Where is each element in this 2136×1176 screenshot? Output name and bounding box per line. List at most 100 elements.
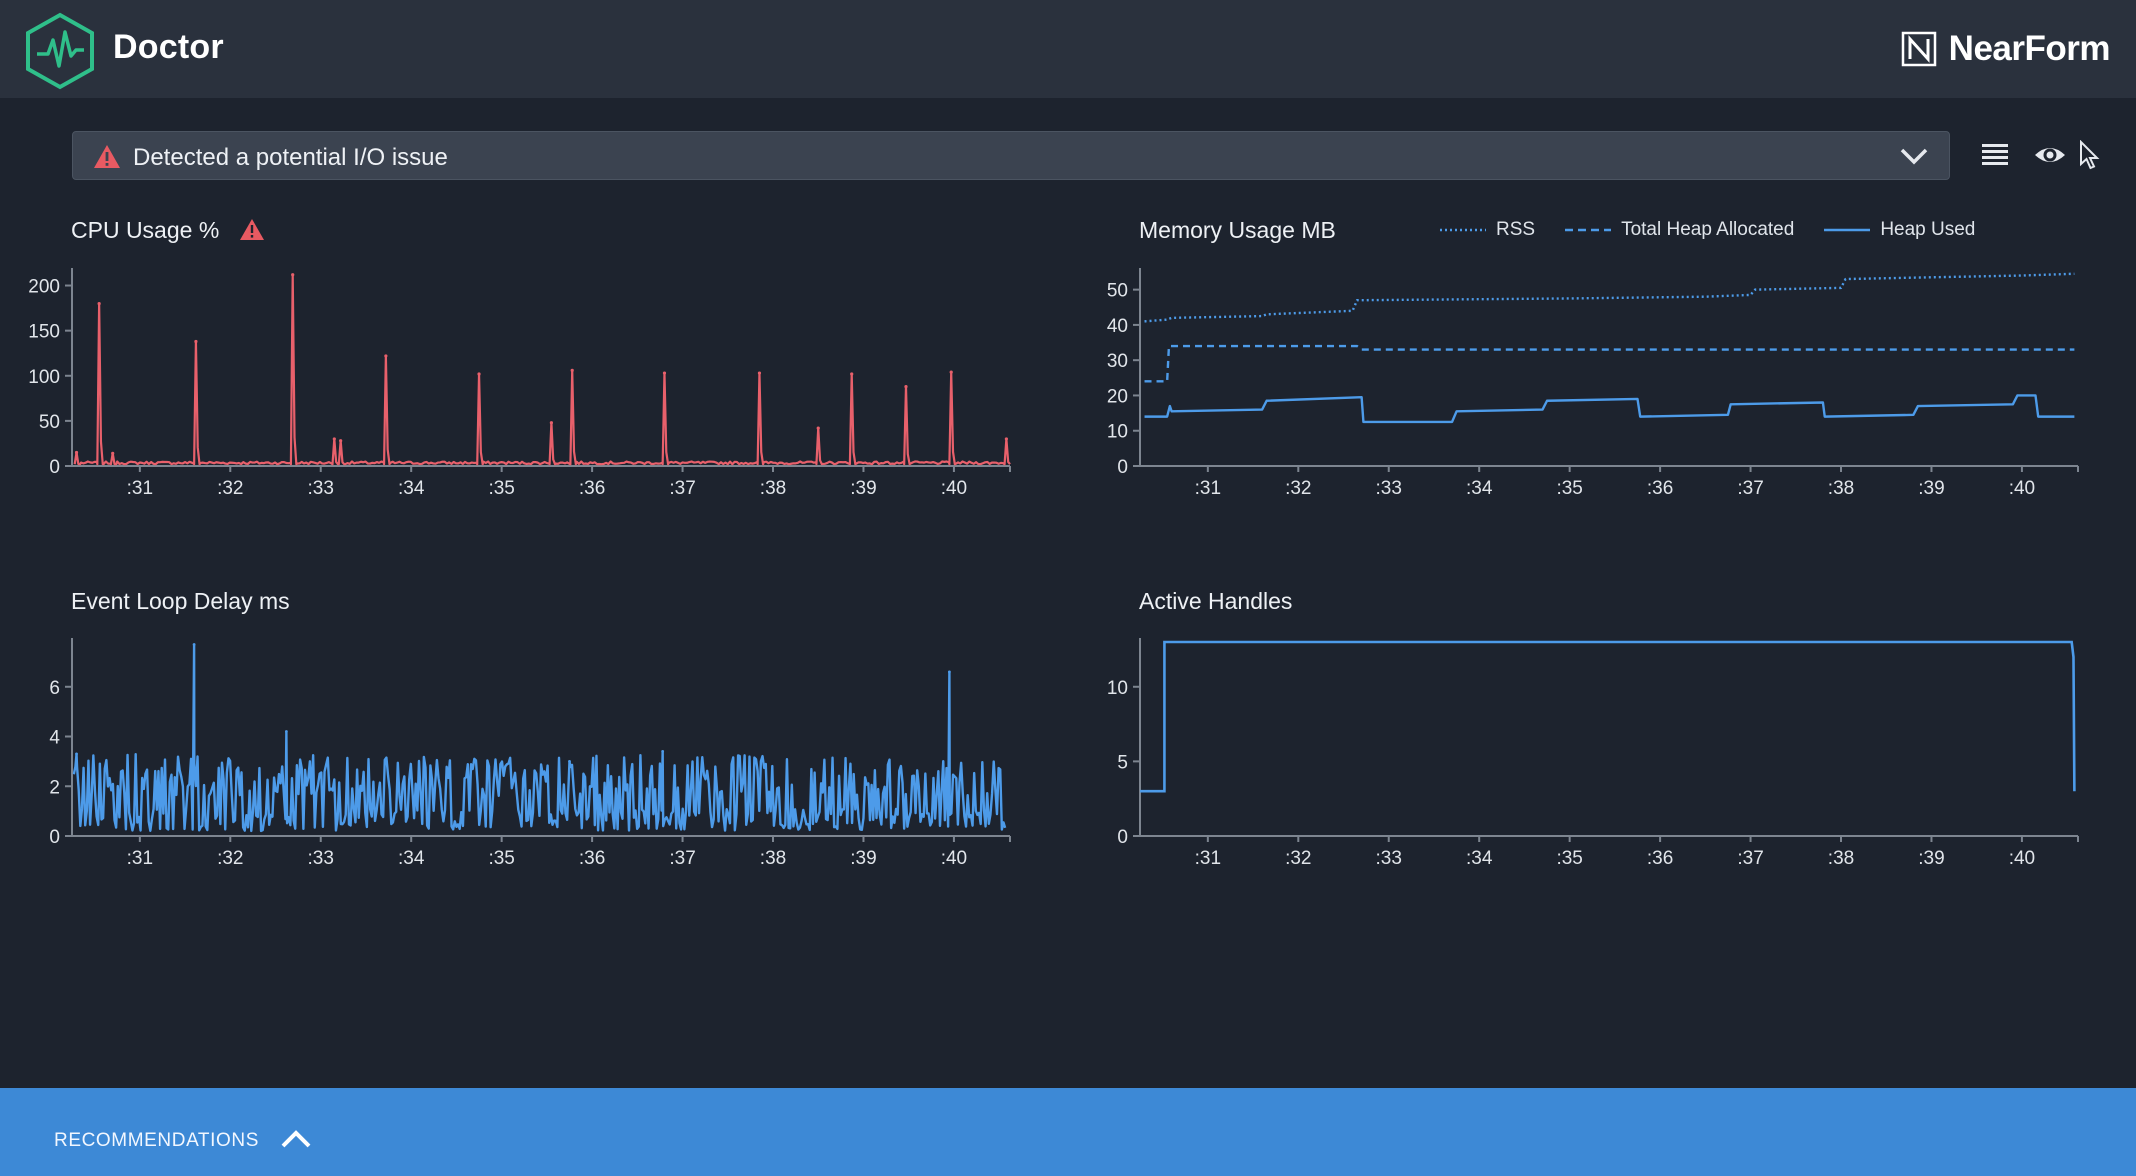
y-tick-label: 10 <box>1107 422 1128 443</box>
x-tick-label: :35 <box>1556 478 1582 499</box>
x-tick-label: :39 <box>850 478 876 499</box>
x-tick-label: :35 <box>488 848 514 869</box>
event-loop-spike-point <box>75 752 78 756</box>
x-tick-label: :32 <box>1285 478 1311 499</box>
cpu-spike-point <box>570 368 574 372</box>
app-header: Doctor NearForm <box>0 0 2136 98</box>
y-tick-label: 2 <box>49 777 60 798</box>
active-handles-series-line <box>1140 640 2076 793</box>
x-tick-label: :33 <box>1376 848 1402 869</box>
recommendations-bar[interactable] <box>0 1088 2136 1176</box>
x-tick-label: :36 <box>579 478 605 499</box>
event-loop-delay-chart: 0 2 4 6:31:32:33:34:35:36:37:38:39:40 <box>49 638 1011 869</box>
x-tick-label: :38 <box>1828 478 1854 499</box>
x-tick-label: :33 <box>308 478 334 499</box>
memory-usage-title: Memory Usage MB <box>1139 217 1336 243</box>
pointer-icon[interactable] <box>2078 140 2100 170</box>
cpu-spike-point <box>549 421 554 425</box>
cpu-spike-point <box>291 273 295 277</box>
active-handles-chart: 0 5 10:31:32:33:34:35:36:37:38:39:40 <box>1107 638 2079 869</box>
y-tick-label: 0 <box>49 827 60 848</box>
x-tick-label: :39 <box>1918 848 1944 869</box>
event-loop-delay-title: Event Loop Delay ms <box>71 588 290 614</box>
legend-swatch-dotted <box>1440 228 1486 232</box>
y-tick-label: 150 <box>28 322 60 343</box>
y-tick-label: 10 <box>1107 678 1128 699</box>
x-tick-label: :31 <box>127 478 153 499</box>
cpu-spike-point <box>384 354 388 358</box>
memory-series-dashed <box>1144 344 2075 383</box>
event-loop-spike-point <box>568 759 571 763</box>
y-tick-label: 0 <box>49 457 60 478</box>
chevron-up-icon[interactable] <box>280 1128 312 1150</box>
alert-text: Detected a potential I/O issue <box>133 144 448 171</box>
cpu-spike-point <box>477 372 481 376</box>
legend-label-heap-total: Total Heap Allocated <box>1621 219 1795 240</box>
cpu-spike-point <box>339 439 343 443</box>
cpu-spike-point <box>662 371 667 375</box>
brand[interactable]: NearForm <box>1901 26 2111 72</box>
x-tick-label: :37 <box>669 848 695 869</box>
cpu-spike-point <box>332 437 336 441</box>
cpu-spike-point <box>904 384 908 389</box>
event-loop-spike-point <box>661 750 665 753</box>
warning-triangle-icon <box>240 219 264 240</box>
memory-legend: RSS Total Heap Allocated Heap Used <box>1440 216 2005 244</box>
cpu-spike-point <box>850 372 854 376</box>
cpu-usage-title: CPU Usage % <box>71 217 220 243</box>
eye-icon[interactable] <box>2033 140 2067 170</box>
x-tick-label: :40 <box>941 478 967 499</box>
y-tick-label: 50 <box>1107 281 1128 302</box>
cpu-spike-point <box>194 339 198 344</box>
event-loop-series-line <box>72 643 1007 833</box>
x-tick-label: :37 <box>1737 848 1763 869</box>
legend-item-heap-total: Total Heap Allocated <box>1565 219 1794 241</box>
cpu-spike-point <box>111 451 115 455</box>
x-tick-label: :37 <box>669 478 695 499</box>
x-tick-label: :34 <box>398 478 425 499</box>
legend-item-heap-used: Heap Used <box>1824 219 1975 241</box>
cpu-spike-point <box>97 301 101 306</box>
cpu-spike-point <box>74 450 79 455</box>
y-tick-label: 20 <box>1107 386 1128 407</box>
x-tick-label: :35 <box>1556 848 1582 869</box>
cpu-spike-point <box>1004 437 1008 441</box>
y-tick-label: 4 <box>49 728 60 749</box>
x-tick-label: :32 <box>1285 848 1311 869</box>
warning-triangle-icon <box>94 145 120 168</box>
memory-series-solid <box>1144 394 2075 424</box>
event-loop-spike-point <box>284 730 288 733</box>
x-tick-label: :40 <box>2009 848 2035 869</box>
app-title: Doctor <box>113 28 224 66</box>
legend-label-heap-used: Heap Used <box>1880 219 1976 240</box>
x-tick-label: :36 <box>579 848 605 869</box>
y-tick-label: 0 <box>1117 457 1128 478</box>
x-tick-label: :33 <box>1376 478 1402 499</box>
list-view-icon[interactable] <box>1980 140 2010 170</box>
x-tick-label: :38 <box>760 848 786 869</box>
x-tick-label: :38 <box>760 478 786 499</box>
x-tick-label: :37 <box>1737 478 1763 499</box>
x-tick-label: :32 <box>217 478 243 499</box>
alert-dropdown[interactable]: Detected a potential I/O issue <box>72 131 1950 180</box>
x-tick-label: :33 <box>308 848 334 869</box>
x-tick-label: :34 <box>398 848 425 869</box>
x-tick-label: :40 <box>2009 478 2035 499</box>
chevron-down-icon[interactable] <box>1899 146 1929 166</box>
y-tick-label: 30 <box>1107 351 1128 372</box>
recommendations-label[interactable]: RECOMMENDATIONS <box>54 1130 259 1151</box>
x-tick-label: :31 <box>1195 478 1221 499</box>
x-tick-label: :31 <box>127 848 153 869</box>
memory-series-dotted <box>1144 272 2075 323</box>
x-tick-label: :34 <box>1466 478 1493 499</box>
brand-name: NearForm <box>1948 29 2111 68</box>
event-loop-spike-point <box>947 670 951 674</box>
x-tick-label: :38 <box>1828 848 1854 869</box>
x-tick-label: :40 <box>941 848 967 869</box>
x-tick-label: :32 <box>217 848 243 869</box>
y-tick-label: 6 <box>49 678 60 699</box>
cpu-series-line <box>73 273 1011 466</box>
y-tick-label: 0 <box>1117 827 1128 848</box>
x-tick-label: :34 <box>1466 848 1493 869</box>
heartbeat-hexagon-icon[interactable] <box>24 12 96 90</box>
